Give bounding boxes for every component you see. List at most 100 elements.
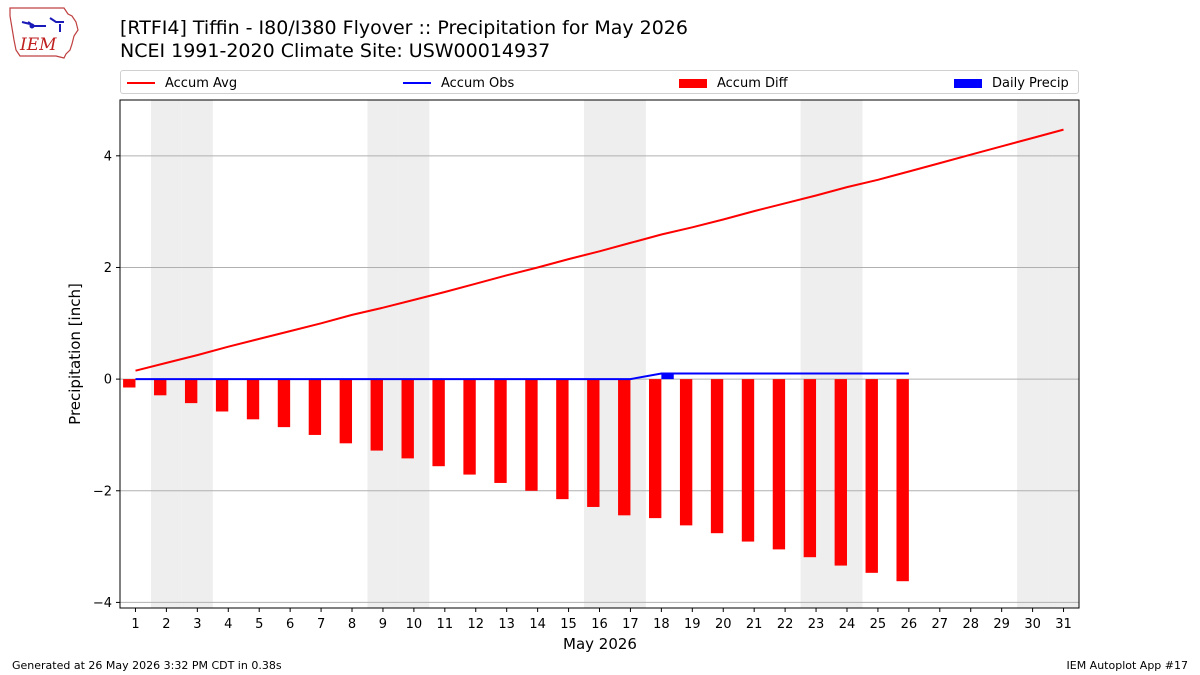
accum-diff-bar [339,379,353,444]
x-tick-label: 18 [653,617,670,632]
legend-item-accum-obs: Accum Obs [403,74,514,92]
x-tick-label: 21 [746,617,763,632]
x-tick-label: 3 [193,617,201,632]
station-dot [29,23,35,29]
x-tick-label: 24 [839,617,856,632]
accum-diff-bar [896,379,909,582]
legend-swatch-accum-diff [679,78,707,88]
x-tick-label: 28 [962,617,979,632]
accum-diff-bar [401,379,414,459]
x-tick-label: 5 [255,617,263,632]
legend-label-accum-obs: Accum Obs [441,75,515,91]
accum-diff-bar [246,379,260,420]
accum-diff-bar [277,379,291,428]
y-tick-label: 2 [104,261,112,276]
accum-diff-bar [123,379,136,388]
weekend-shade [584,100,615,608]
weekend-shade [150,100,182,608]
legend-item-daily-precip: Daily Precip [954,74,1069,92]
chart-subtitle: NCEI 1991-2020 Climate Site: USW00014937 [120,40,551,62]
daily-precip-bar [661,373,674,380]
y-tick-label: 4 [104,149,112,164]
x-tick-label: 10 [406,617,423,632]
x-tick-label: 20 [715,617,732,632]
legend-label-accum-avg: Accum Avg [165,75,238,91]
accum-diff-bar [184,379,198,404]
bars [123,373,909,582]
legend-item-accum-avg: Accum Avg [127,74,237,92]
x-tick-label: 9 [379,617,387,632]
accum-diff-bar [154,379,167,396]
accum-diff-bar [865,379,878,573]
x-tick-label: 13 [498,617,515,632]
x-tick-label: 22 [777,617,794,632]
weekend-shade [367,100,399,608]
x-tick-label: 6 [286,617,294,632]
accum-diff-bar [463,379,476,475]
accum-diff-bar [679,379,693,526]
x-tick-label: 31 [1055,617,1072,632]
lines [135,128,1064,381]
accum-diff-bar [215,379,229,412]
weekend-shade [1017,100,1049,608]
x-tick-label: 12 [467,617,484,632]
x-tick-label: 25 [870,617,887,632]
iem-logo: IEM [9,7,79,59]
legend-label-daily-precip: Daily Precip [992,75,1069,91]
accum-diff-bar [741,379,755,542]
weekend-shade [398,100,430,608]
generated-timestamp: Generated at 26 May 2026 3:32 PM CDT in … [12,659,282,672]
accum-diff-bar [525,379,538,491]
accum-diff-bar [308,379,322,435]
x-tick-label: 30 [1024,617,1041,632]
x-tick-label: 2 [162,617,170,632]
x-tick-label: 29 [993,617,1010,632]
accum-diff-bar [494,379,507,483]
accum-diff-bar [587,379,600,507]
accum-obs-line [135,372,909,381]
logo-text: IEM [19,35,57,55]
chart-title: [RTFI4] Tiffin - I80/I380 Flyover :: Pre… [120,17,688,39]
legend-swatch-accum-obs [403,82,431,84]
y-tick-label: 0 [104,373,112,388]
accum-diff-bar [370,379,383,451]
accum-diff-bar [710,379,724,534]
x-tick-label: 17 [622,617,639,632]
accum-diff-bar [618,379,631,516]
legend-swatch-accum-avg [127,82,155,84]
x-axis-label: May 2026 [563,635,637,653]
accum-diff-bar [648,379,662,519]
x-tick-label: 19 [684,617,701,632]
legend-item-accum-diff: Accum Diff [679,74,788,92]
legend: Accum Avg Accum Obs Accum Diff Daily Pre… [120,70,1079,94]
x-tick-label: 8 [348,617,356,632]
weekend-shade [1048,100,1079,608]
x-tick-label: 7 [317,617,325,632]
x-tick-label: 11 [437,617,454,632]
x-tick-label: 14 [529,617,546,632]
accum-diff-bar [432,379,445,467]
x-tick-label: 26 [901,617,918,632]
iowa-outline [9,7,79,59]
y-axis-label: Precipitation [inch] [66,283,84,425]
weekend-shading [150,100,1079,608]
y-tick-label: −2 [93,484,112,499]
accum-diff-bar [834,379,847,566]
app-label: IEM Autoplot App #17 [1066,659,1189,672]
x-tick-label: 15 [560,617,577,632]
x-tick-label: 16 [591,617,608,632]
weekend-shade [181,100,213,608]
legend-label-accum-diff: Accum Diff [717,75,788,91]
legend-swatch-daily-precip [954,78,982,88]
accum-avg-line [135,128,1064,372]
accum-diff-bar [772,379,786,550]
accum-diff-bar [803,379,817,558]
x-tick-label: 4 [224,617,232,632]
weekend-shade [614,100,646,608]
x-tick-label: 1 [131,617,139,632]
y-tick-label: −4 [93,596,112,611]
x-tick-label: 27 [932,617,949,632]
accum-diff-bar [556,379,569,500]
